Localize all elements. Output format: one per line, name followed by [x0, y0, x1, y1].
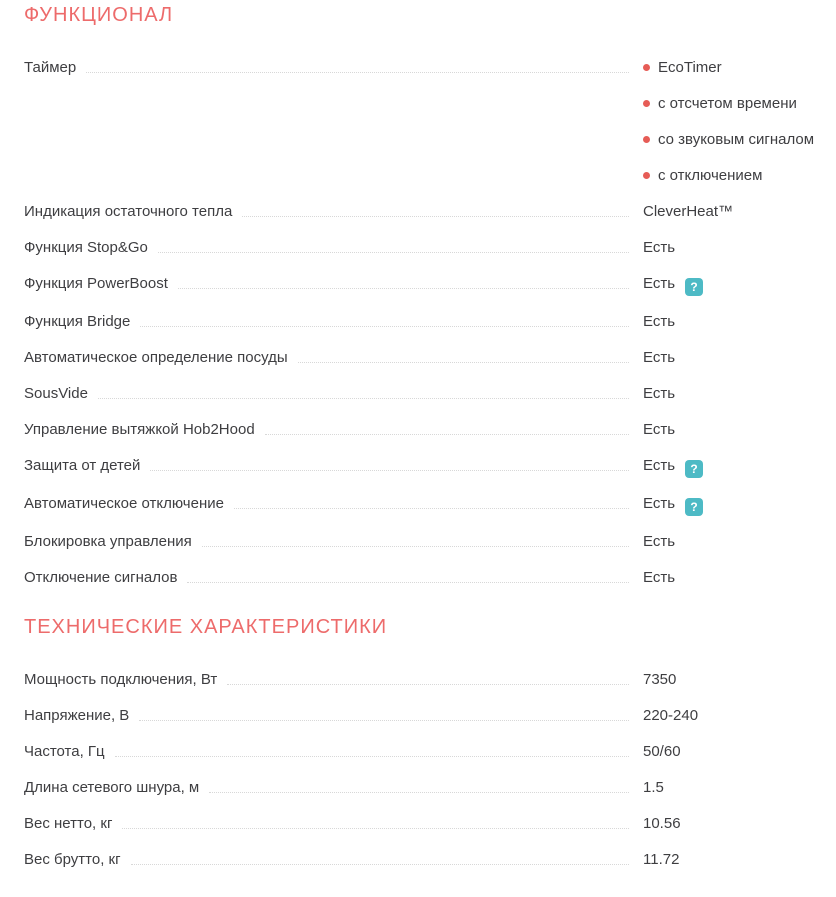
spec-row: SousVide Есть [24, 383, 836, 404]
dotted-leader [157, 237, 629, 253]
section-tech-specs: ТЕХНИЧЕСКИЕ ХАРАКТЕРИСТИКИ Мощность подк… [24, 616, 836, 870]
dotted-leader [139, 705, 629, 721]
spec-label: Функция PowerBoost [24, 275, 168, 292]
spec-value: 220-240 [643, 707, 699, 724]
dotted-leader [140, 311, 629, 327]
spec-row: Функция Bridge Есть [24, 311, 836, 332]
spec-value: CleverHeat™ [643, 203, 734, 220]
dotted-leader [209, 777, 629, 793]
section-title: ТЕХНИЧЕСКИЕ ХАРАКТЕРИСТИКИ [24, 616, 388, 638]
spec-label: Длина сетевого шнура, м [24, 779, 200, 796]
section-functional: ФУНКЦИОНАЛ Таймер EcoTimer с отсчетом вр… [24, 4, 836, 588]
spec-value: Есть [643, 239, 676, 256]
bullet-dot-icon [643, 172, 650, 179]
spec-label: Защита от детей [24, 457, 141, 474]
spec-row: Автоматическое определение посуды Есть [24, 347, 836, 368]
spec-value: Есть [643, 349, 676, 366]
spec-row: Вес брутто, кг 11.72 [24, 849, 836, 870]
bullet-dot-icon [643, 100, 650, 107]
bullet-dot-icon [643, 136, 650, 143]
spec-label: Индикация остаточного тепла [24, 203, 233, 220]
spec-value: Есть [643, 421, 676, 438]
dotted-leader [242, 201, 629, 217]
dotted-leader [122, 813, 629, 829]
spec-value: Есть [643, 275, 676, 292]
spec-label: Функция Bridge [24, 313, 131, 330]
spec-row: Таймер EcoTimer с отсчетом времени со зв… [24, 57, 836, 186]
dotted-leader [201, 531, 629, 547]
spec-value: 1.5 [643, 779, 664, 796]
spec-label: Частота, Гц [24, 743, 105, 760]
spec-value: Есть [643, 495, 676, 512]
specs-page: ФУНКЦИОНАЛ Таймер EcoTimer с отсчетом вр… [24, 4, 836, 870]
spec-row: Блокировка управления Есть [24, 531, 836, 552]
dotted-leader [233, 493, 629, 509]
spec-row: Защита от детей Есть? [24, 455, 836, 478]
dotted-leader [97, 383, 629, 399]
spec-row: Мощность подключения, Вт 7350 [24, 669, 836, 690]
spec-value: 50/60 [643, 743, 681, 760]
dotted-leader [150, 455, 629, 471]
spec-row: Длина сетевого шнура, м 1.5 [24, 777, 836, 798]
list-item: со звуковым сигналом [643, 129, 836, 150]
spec-row: Функция PowerBoost Есть? [24, 273, 836, 296]
spec-row: Отключение сигналов Есть [24, 567, 836, 588]
spec-row: Автоматическое отключение Есть? [24, 493, 836, 516]
spec-row: Функция Stop&Go Есть [24, 237, 836, 258]
dotted-leader [114, 741, 629, 757]
bullet-text: со звуковым сигналом [658, 131, 815, 148]
dotted-leader [264, 419, 629, 435]
dotted-leader [227, 669, 629, 685]
help-icon[interactable]: ? [685, 460, 704, 478]
list-item: EcoTimer [643, 57, 836, 78]
spec-value: Есть [643, 569, 676, 586]
spec-label: Функция Stop&Go [24, 239, 148, 256]
bullet-text: EcoTimer [658, 59, 722, 76]
spec-label: Автоматическое определение посуды [24, 349, 288, 366]
help-icon[interactable]: ? [685, 278, 704, 296]
bullet-text: с отсчетом времени [658, 95, 797, 112]
dotted-leader [297, 347, 629, 363]
spec-row: Частота, Гц 50/60 [24, 741, 836, 762]
spec-label: Вес брутто, кг [24, 851, 121, 868]
dotted-leader [130, 849, 629, 865]
spec-row: Управление вытяжкой Hob2Hood Есть [24, 419, 836, 440]
help-icon[interactable]: ? [685, 498, 704, 516]
section-title: ФУНКЦИОНАЛ [24, 4, 174, 26]
spec-value-list: EcoTimer с отсчетом времени со звуковым … [643, 57, 836, 186]
dotted-leader [177, 273, 629, 289]
spec-value: Есть [643, 385, 676, 402]
spec-label: SousVide [24, 385, 88, 402]
spec-label: Напряжение, В [24, 707, 130, 724]
list-item: с отключением [643, 165, 836, 186]
spec-row: Вес нетто, кг 10.56 [24, 813, 836, 834]
bullet-text: с отключением [658, 167, 763, 184]
spec-value: Есть [643, 457, 676, 474]
spec-label: Вес нетто, кг [24, 815, 113, 832]
spec-label: Мощность подключения, Вт [24, 671, 218, 688]
spec-value: 7350 [643, 671, 677, 688]
spec-value: 10.56 [643, 815, 681, 832]
spec-row: Напряжение, В 220-240 [24, 705, 836, 726]
spec-label: Отключение сигналов [24, 569, 178, 586]
spec-value: Есть [643, 533, 676, 550]
spec-value: Есть [643, 313, 676, 330]
spec-label: Автоматическое отключение [24, 495, 224, 512]
spec-row: Индикация остаточного тепла CleverHeat™ [24, 201, 836, 222]
spec-label: Таймер [24, 59, 77, 76]
dotted-leader [187, 567, 629, 583]
list-item: с отсчетом времени [643, 93, 836, 114]
spec-label: Управление вытяжкой Hob2Hood [24, 421, 255, 438]
spec-label: Блокировка управления [24, 533, 192, 550]
spec-value: 11.72 [643, 851, 680, 868]
dotted-leader [86, 57, 629, 73]
bullet-dot-icon [643, 64, 650, 71]
